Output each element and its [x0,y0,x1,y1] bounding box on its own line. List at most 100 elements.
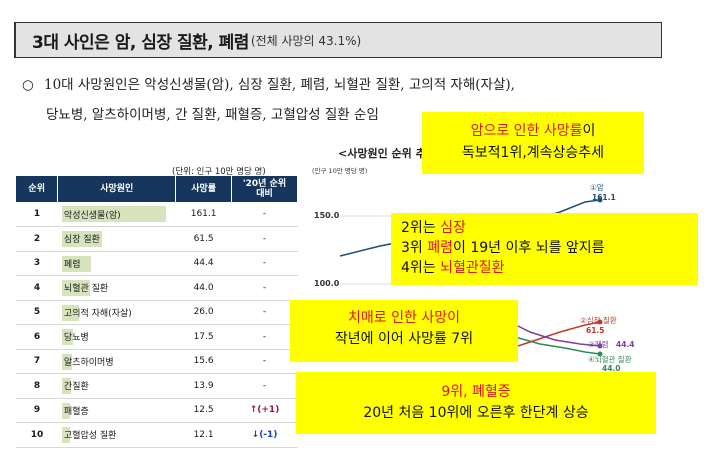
cause-label: 폐렴 [63,259,81,270]
change-cell: ↑(+1) [231,398,298,423]
rank-cell: 7 [16,349,58,374]
series-line-cerebrovascular [514,336,601,355]
cause-label: 간질환 [63,382,89,393]
series-value-cerebrovascular: 44.0 [602,364,621,373]
col-header-rank: 순위 [16,176,59,202]
rate-bar [61,427,70,443]
change-value: (+1) [257,405,280,416]
rank-cell: 1 [16,202,58,227]
change-cell: ↓(-1) [231,422,298,448]
rate-cell: 12.1 [175,422,232,448]
col-header-cause: 사망원인 [57,176,177,202]
series-line-heart [499,321,601,353]
rate-bar [61,402,71,419]
rate-cell: 12.5 [175,398,232,423]
table-row: 9 패혈증 12.5 ↑(+1) [16,398,298,423]
rank-cell: 3 [16,251,58,276]
cause-cell: 심장 질환 [57,226,176,252]
y-tick-100: 100.0 [314,279,340,288]
series-point-cerebrovascular [597,351,603,357]
callout-cancer-text: 이 [582,123,596,139]
chart-title: <사망원인 순위 추이> [338,147,446,160]
change-cell: - [231,202,298,227]
callout-ranks-2-4: 2위는 심장 3위 폐렴이 19년 이후 뇌를 앞지름 4위는 뇌혈관질환 [391,213,698,285]
rank-cell: 8 [16,373,58,399]
cause-label: 고혈압성 질환 [63,431,117,442]
change-cell: - [231,349,298,374]
callout-cancer-line2: 독보적1위,계속상승추세 [461,145,605,161]
series-value-pneumonia: 44.4 [616,340,635,349]
series-point-pneumonia [597,343,603,349]
rate-cell: 13.9 [175,373,232,399]
cause-label: 패혈증 [63,406,89,417]
cause-cell: 간질환 [57,373,176,399]
series-label-cancer: ①암 [590,182,604,192]
table-row: 2 심장 질환 61.5- [16,226,298,252]
callout-rank3-cause: 폐렴 [427,240,454,256]
rank-cell: 9 [16,398,58,423]
cause-label: 알츠하이머병 [63,357,114,368]
summary-line-1: 10대 사망원인은 악성신생물(암), 심장 질환, 폐렴, 뇌혈관 질환, 고… [44,77,515,93]
series-point-cancer [597,197,603,203]
rank-cell: 4 [16,275,58,301]
rank-cell: 2 [16,226,58,252]
series-line-pneumonia [509,321,601,347]
table-row: 8 간질환 13.9- [16,373,298,399]
change-cell: - [231,300,298,325]
rate-cell: 17.5 [175,324,232,350]
cause-cell: 고의적 자해(자살) [57,300,176,325]
arrow-down-icon: ↓ [251,429,260,440]
callout-rank4-prefix: 4위는 [401,260,441,276]
cause-label: 고의적 자해(자살) [63,308,132,319]
change-cell: - [231,373,298,399]
callout-sepsis-highlight: 9위, 폐혈증 [441,384,511,400]
callout-cancer: 암으로 인한 사망률이 독보적1위,계속상승추세 [422,112,644,174]
rate-cell: 15.6 [175,349,232,374]
cause-of-death-table: 순위 사망원인 사망률 '20년 순위 대비 1 악성신생물(암) 161.1-2 심… [16,176,298,448]
callout-sepsis: 9위, 폐혈증 20년 처음 10위에 오른후 한단계 상승 [296,372,656,434]
callout-sepsis-line2: 20년 처음 10위에 오른후 한단계 상승 [363,405,589,421]
section-title-box: 3대 사인은 암, 심장 질환, 폐렴 (전체 사망의 43.1%) [14,22,662,58]
rate-bar [61,329,74,345]
table-row: 3 폐렴 44.4- [16,251,298,276]
rank-cell: 5 [16,300,58,325]
callout-rank3-suffix: 이 19년 이후 뇌를 앞지름 [453,240,605,256]
callout-rank2-prefix: 2위는 [401,220,441,236]
col-header-rate: 사망률 [175,176,233,202]
callout-dementia-line2: 작년에 이어 사망률 7위 [334,331,474,347]
table-unit-note: (단위: 인구 10만 명당 명) [172,167,266,177]
rate-cell: 44.4 [175,251,232,276]
series-label-cerebrovascular: ④뇌혈관 질환 [588,354,632,364]
series-value-cancer: 161.1 [592,193,616,202]
callout-dementia: 치매로 인한 사망이 작년에 이어 사망률 7위 [290,300,518,362]
series-point-heart [597,319,603,325]
chart-unit: (인구 10만 명당 명) [312,167,368,175]
cause-cell: 당뇨병 [57,324,176,350]
summary-paragraph: ○ 10대 사망원인은 악성신생물(암), 심장 질환, 폐렴, 뇌혈관 질환, … [22,70,682,130]
cause-cell: 폐렴 [57,251,176,276]
rate-bar [61,280,91,296]
callout-rank2-cause: 심장 [440,220,466,236]
y-tick-150: 150.0 [314,211,340,220]
series-label-heart: ②심장 질환 [580,315,617,325]
rate-bar [61,206,166,222]
cause-cell: 뇌혈관 질환 [57,275,176,301]
series-value-heart: 61.5 [586,326,605,335]
arrow-up-icon: ↑ [249,405,258,416]
cause-cell: 고혈압성 질환 [57,422,176,448]
callout-cancer-highlight: 암으로 인한 사망률 [470,123,583,139]
callout-rank4-cause: 뇌혈관질환 [440,260,505,276]
summary-line-2: 당뇨병, 알츠하이머병, 간 질환, 패혈증, 고혈압성 질환 순임 [46,107,379,123]
rate-bar [61,353,73,370]
section-title: 3대 사인은 암, 심장 질환, 폐렴 [32,32,249,53]
table-row: 10 고혈압성 질환 12.1 ↓(-1) [16,422,298,448]
bullet-circle-icon: ○ [22,77,34,93]
cause-cell: 패혈증 [57,398,176,423]
rate-bar [61,255,91,272]
cause-label: 심장 질환 [63,235,100,246]
change-cell: - [231,324,298,350]
cause-label: 뇌혈관 질환 [63,284,109,295]
table-row: 1 악성신생물(암) 161.1- [16,202,298,227]
cause-cell: 알츠하이머병 [57,349,176,374]
rank-cell: 6 [16,324,58,350]
